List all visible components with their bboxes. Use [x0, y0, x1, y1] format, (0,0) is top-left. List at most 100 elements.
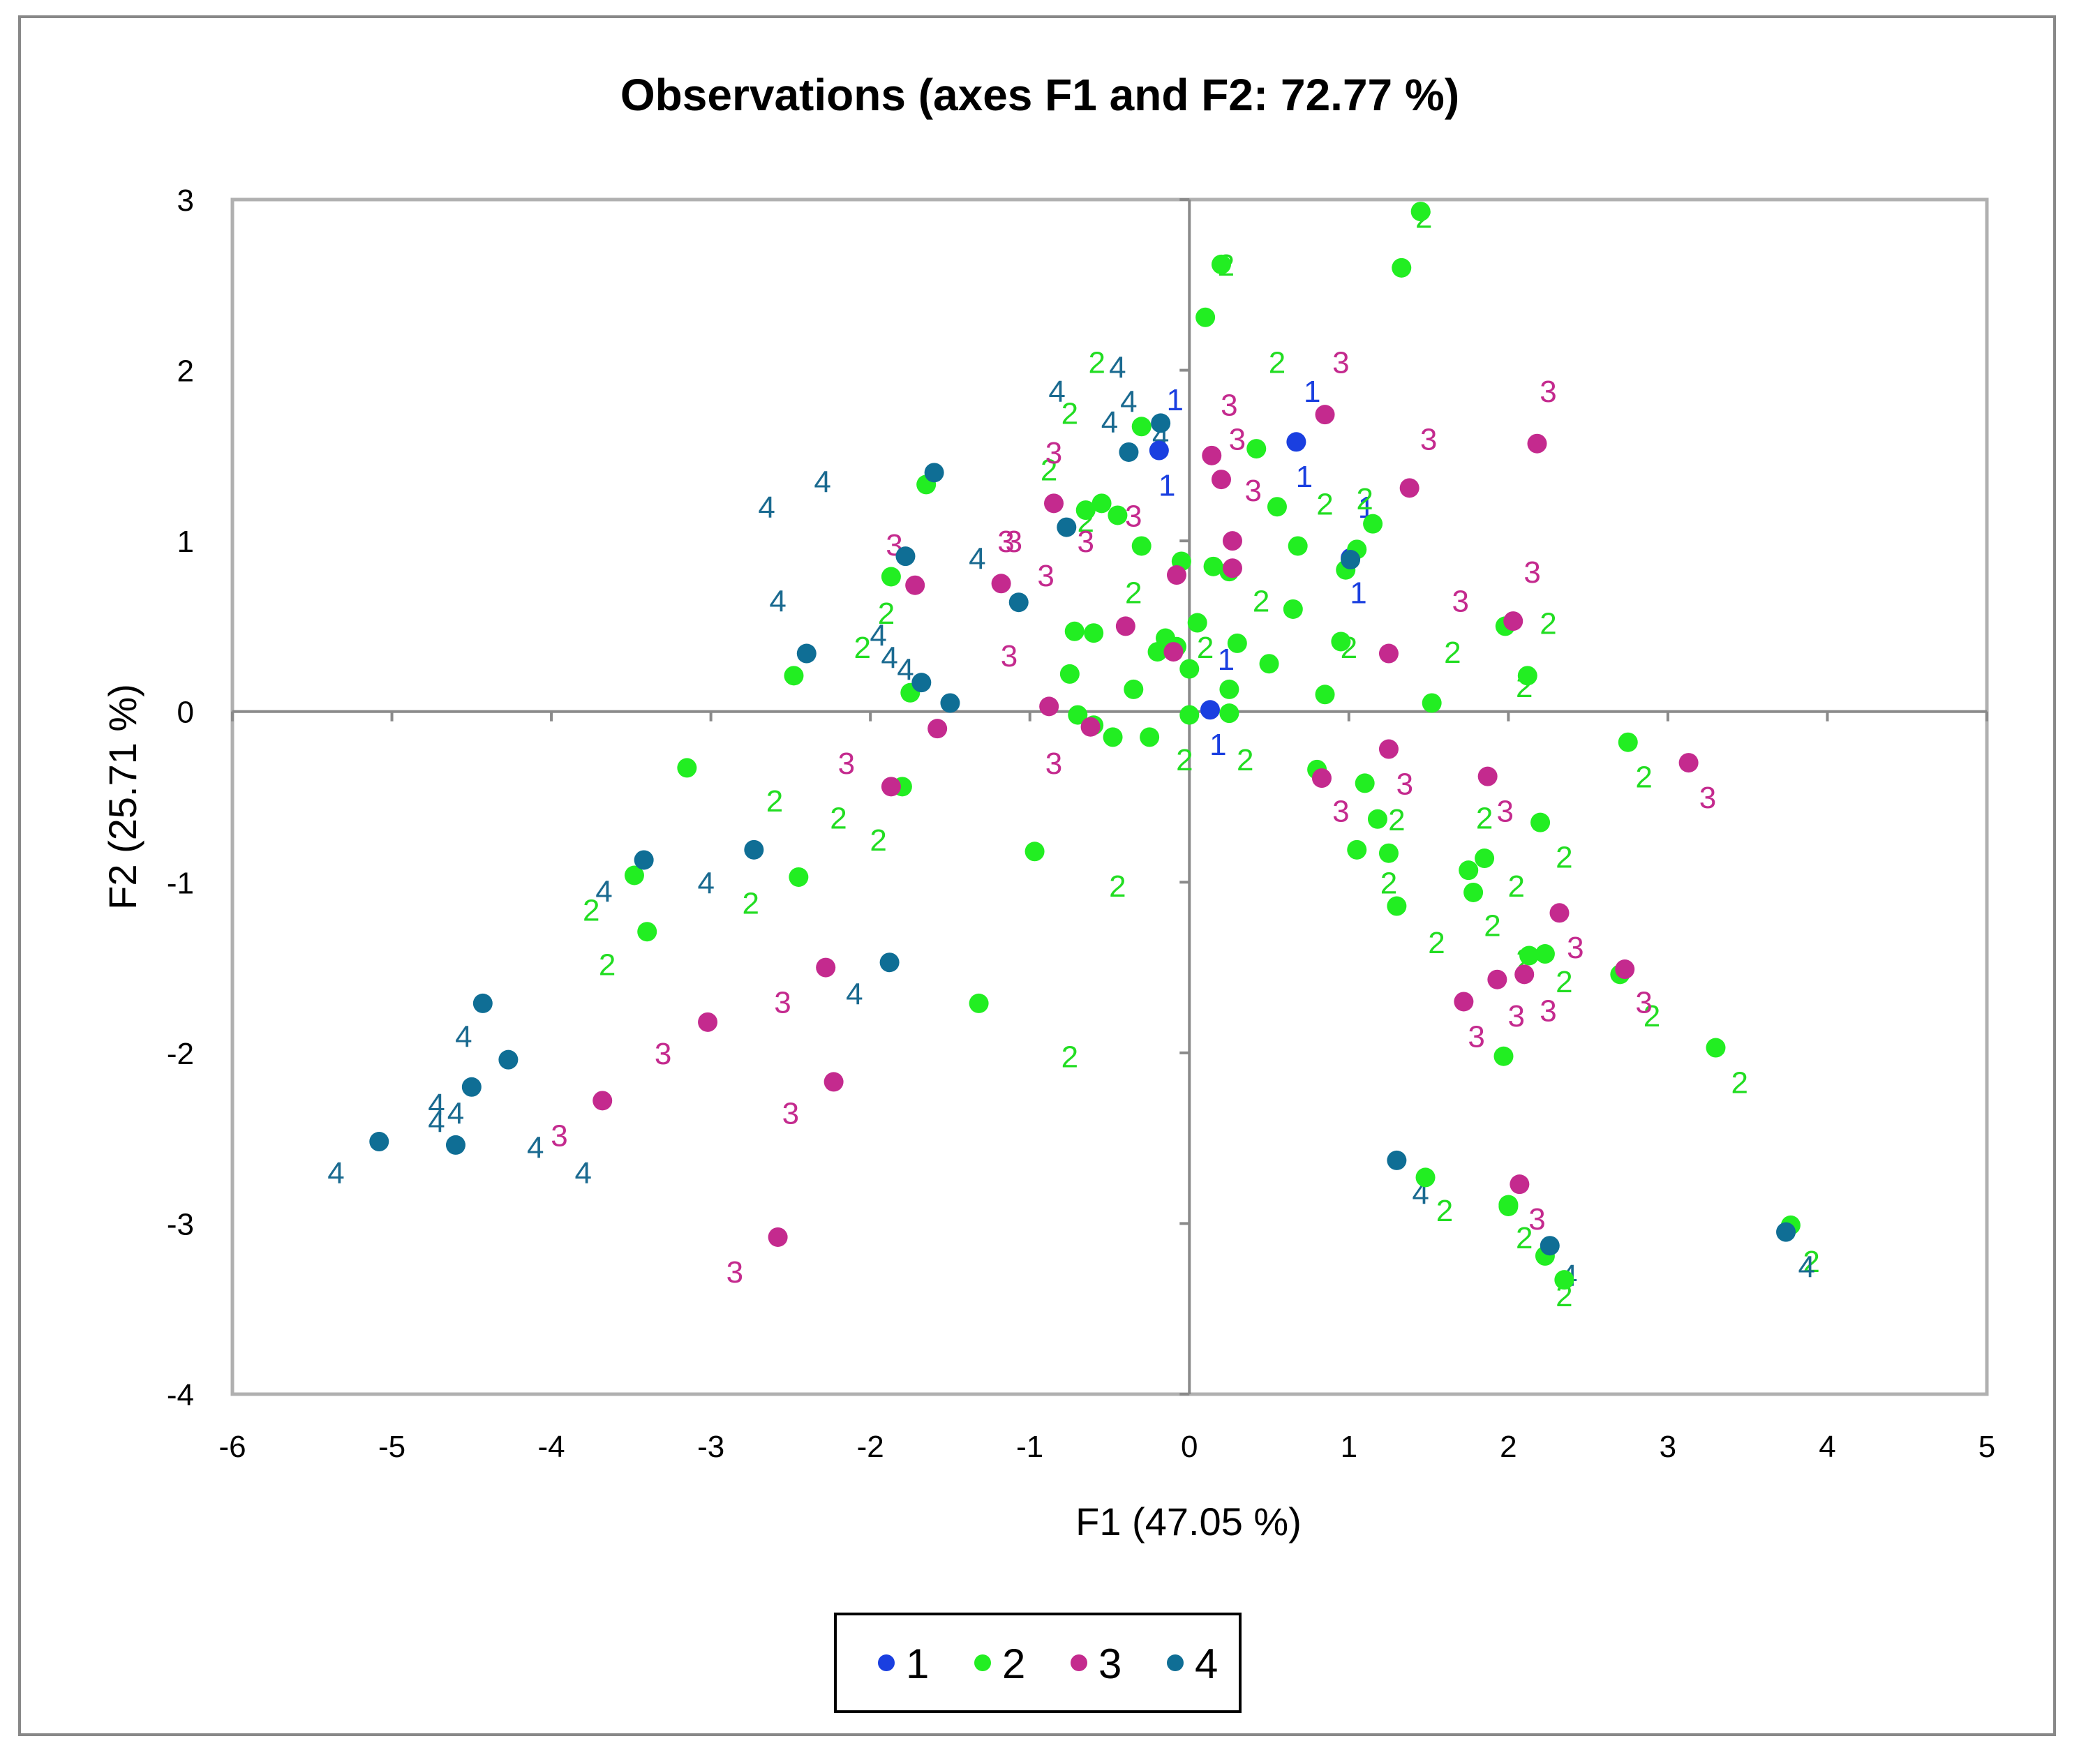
x-tick-label: 4 [1819, 1430, 1835, 1464]
point-label-class-3: 3 [1468, 1019, 1484, 1054]
scatter-point-class-3 [1503, 611, 1523, 631]
scatter-point-class-3 [824, 1072, 844, 1092]
scatter-point-class-4 [879, 952, 900, 973]
point-label-class-2: 2 [1109, 869, 1126, 904]
scatter-point-class-3 [1222, 531, 1242, 551]
scatter-point-class-3 [593, 1091, 613, 1111]
scatter-point-class-3 [1454, 992, 1474, 1012]
scatter-point-class-2 [1131, 536, 1152, 556]
point-label-class-2: 2 [583, 893, 599, 927]
point-label-class-4: 4 [1048, 375, 1065, 409]
scatter-point-class-2 [969, 993, 989, 1013]
legend-label-3: 3 [1098, 1640, 1122, 1687]
point-label-class-2: 2 [599, 948, 616, 982]
scatter-point-class-3 [1115, 616, 1135, 636]
x-tick-label: 2 [1500, 1430, 1517, 1464]
scatter-point-class-2 [1410, 202, 1431, 222]
point-label-class-2: 2 [1380, 866, 1397, 900]
point-label-class-3: 3 [1332, 345, 1349, 380]
x-tick-label: 1 [1341, 1430, 1357, 1464]
scatter-point-class-2 [1267, 497, 1287, 517]
scatter-point-class-3 [1378, 643, 1399, 664]
point-label-class-3: 3 [1523, 555, 1540, 590]
scatter-point-class-4 [1151, 413, 1171, 433]
scatter-point-class-3 [1615, 959, 1635, 980]
scatter-point-class-4 [1057, 517, 1077, 537]
scatter-point-class-4 [895, 546, 916, 567]
point-label-class-2: 2 [1061, 1040, 1078, 1075]
scatter-point-class-3 [1399, 478, 1419, 498]
point-label-class-2: 2 [1269, 345, 1286, 380]
point-label-class-2: 2 [1237, 743, 1253, 777]
point-label-class-2: 2 [766, 784, 783, 819]
scatter-point-class-2 [624, 865, 644, 885]
scatter-point-class-2 [1203, 556, 1223, 576]
scatter-point-class-1 [1286, 432, 1306, 452]
scatter-point-class-3 [1378, 739, 1399, 759]
point-label-class-3: 3 [1332, 795, 1349, 829]
scatter-point-class-1 [1200, 700, 1220, 720]
point-label-class-1: 1 [1304, 375, 1320, 409]
y-tick-label: -3 [167, 1207, 194, 1241]
point-label-class-2: 2 [1556, 841, 1572, 875]
scatter-point-class-3 [698, 1012, 718, 1032]
scatter-point-class-4 [1387, 1150, 1407, 1170]
scatter-point-class-4 [1776, 1222, 1796, 1242]
scatter-point-class-3 [768, 1227, 788, 1247]
legend-label-4: 4 [1195, 1640, 1218, 1687]
point-label-class-4: 4 [881, 641, 897, 675]
point-label-class-3: 3 [838, 747, 855, 781]
point-label-class-3: 3 [1420, 422, 1437, 456]
scatter-point-class-2 [784, 666, 804, 686]
scatter-point-class-2 [1367, 809, 1387, 829]
scatter-point-class-4 [796, 643, 817, 664]
point-label-class-4: 4 [447, 1096, 464, 1130]
point-label-class-3: 3 [1452, 585, 1469, 619]
point-label-class-4: 4 [455, 1019, 472, 1054]
scatter-point-class-2 [1283, 599, 1303, 619]
scatter-point-class-2 [1378, 843, 1399, 863]
point-label-class-3: 3 [1125, 499, 1142, 533]
scatter-point-class-3 [1315, 405, 1335, 425]
point-label-class-2: 2 [1428, 926, 1445, 960]
point-label-class-4: 4 [1109, 351, 1126, 385]
scatter-point-class-2 [1103, 727, 1123, 747]
point-label-class-2: 2 [1444, 636, 1461, 670]
point-label-class-2: 2 [1253, 585, 1269, 619]
scatter-point-class-2 [1219, 703, 1239, 724]
legend-label-2: 2 [1002, 1640, 1025, 1687]
scatter-point-class-2 [1530, 812, 1551, 832]
point-label-class-4: 4 [527, 1130, 544, 1165]
scatter-point-class-2 [1124, 679, 1144, 699]
scatter-point-class-3 [1202, 445, 1222, 465]
scatter-point-class-2 [1355, 773, 1375, 793]
point-label-class-3: 3 [1508, 999, 1525, 1033]
scatter-point-class-3 [1477, 766, 1498, 786]
point-label-class-2: 2 [830, 801, 847, 835]
scatter-point-class-2 [1519, 945, 1540, 966]
point-label-class-1: 1 [1209, 728, 1226, 762]
point-label-class-2: 2 [1476, 801, 1493, 835]
scatter-point-class-4 [1119, 442, 1139, 462]
scatter-point-class-2 [1140, 727, 1160, 747]
point-label-class-2: 2 [1484, 909, 1500, 943]
x-tick-label: -6 [218, 1430, 246, 1464]
point-label-class-4: 4 [758, 491, 775, 525]
x-axis-title: F1 (47.05 %) [1075, 1500, 1302, 1544]
scatter-point-class-2 [1288, 536, 1308, 556]
scatter-point-class-2 [1331, 631, 1351, 652]
point-label-class-3: 3 [1567, 931, 1584, 965]
scatter-point-class-4 [1540, 1236, 1560, 1256]
point-label-class-3: 3 [551, 1119, 567, 1153]
y-tick-label: 2 [177, 354, 194, 389]
scatter-point-class-3 [881, 777, 901, 797]
scatter-point-class-4 [1341, 550, 1361, 570]
scatter-point-class-2 [1387, 896, 1407, 916]
x-tick-label: -3 [697, 1430, 724, 1464]
scatter-point-class-2 [1147, 642, 1168, 662]
point-label-class-4: 4 [575, 1156, 592, 1190]
point-label-class-3: 3 [1635, 985, 1652, 1019]
scatter-point-class-2 [1187, 613, 1207, 633]
point-label-class-2: 2 [1088, 345, 1105, 380]
scatter-point-class-2 [637, 922, 657, 942]
